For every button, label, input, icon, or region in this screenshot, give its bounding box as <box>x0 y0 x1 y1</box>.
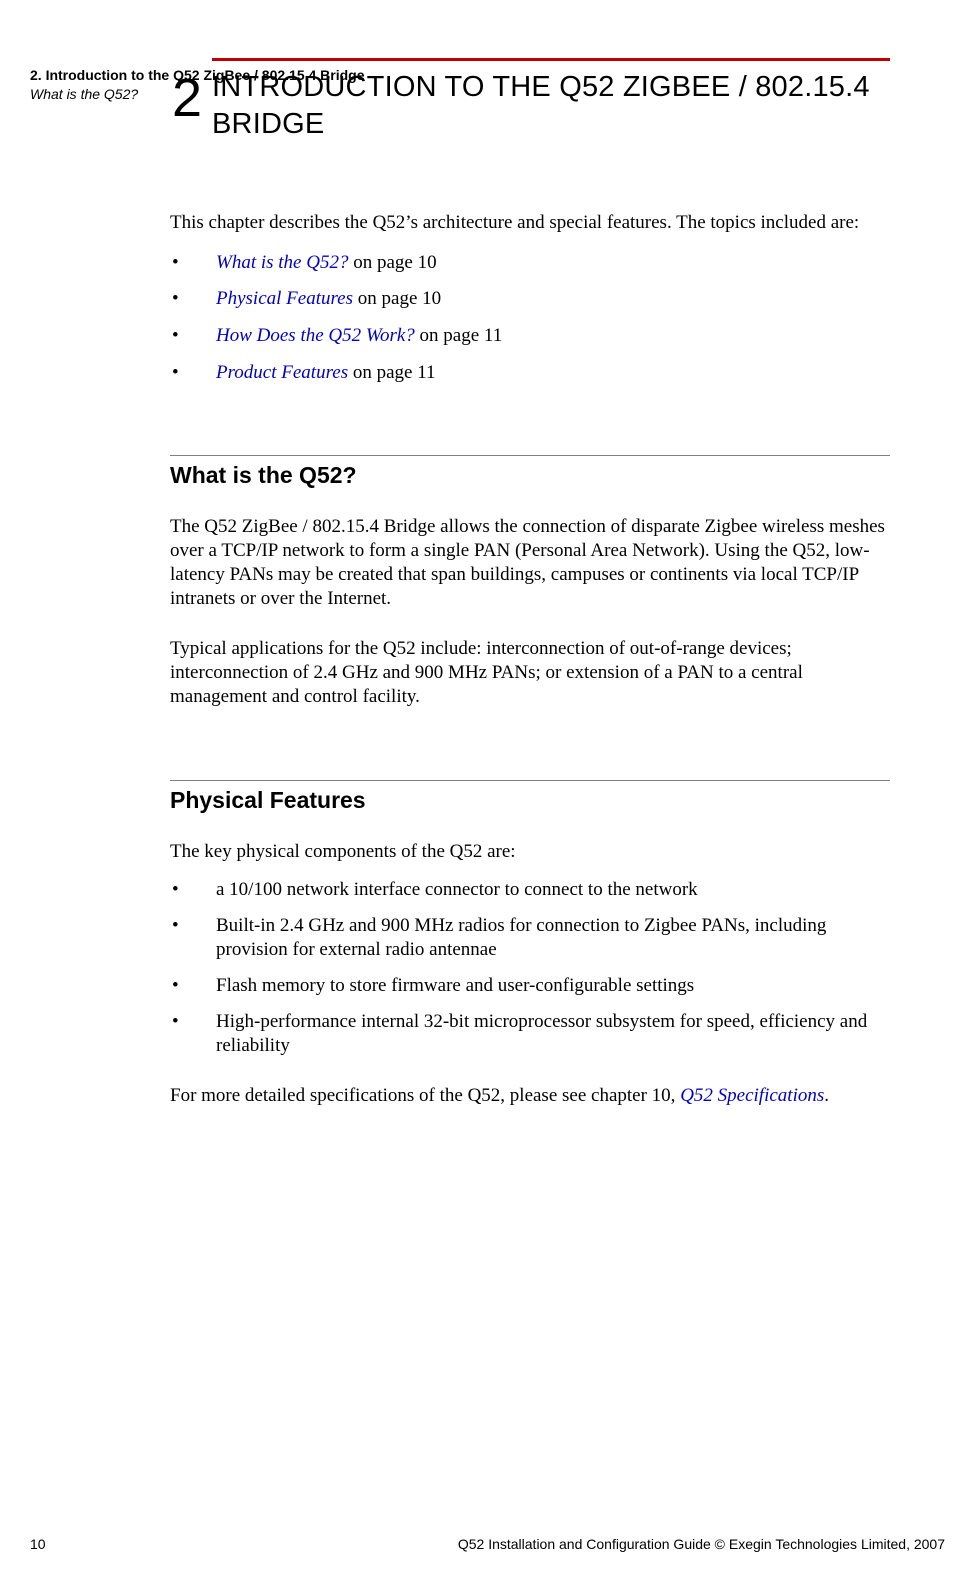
section-heading: What is the Q52? <box>170 462 890 489</box>
intro-paragraph: This chapter describes the Q52’s archite… <box>170 211 890 235</box>
list-item: •Flash memory to store firmware and user… <box>170 974 890 998</box>
page-footer: 10 Q52 Installation and Configuration Gu… <box>30 1536 945 1552</box>
header-section-title: What is the Q52? <box>30 85 365 104</box>
toc-suffix: on page 11 <box>415 325 502 346</box>
section-heading: Physical Features <box>170 787 890 814</box>
list-item-text: High-performance internal 32-bit micropr… <box>216 1011 867 1056</box>
page: 2. Introduction to the Q52 ZigBee / 802.… <box>0 58 975 1570</box>
toc-suffix: on page 10 <box>353 288 441 309</box>
toc-suffix: on page 11 <box>348 362 435 383</box>
toc-suffix: on page 10 <box>348 252 436 273</box>
list-item: •High-performance internal 32-bit microp… <box>170 1010 890 1058</box>
section-physical-features: Physical Features The key physical compo… <box>170 780 890 1109</box>
list-item-text: a 10/100 network interface connector to … <box>216 879 698 900</box>
closing-paragraph: For more detailed specifications of the … <box>170 1084 890 1108</box>
feature-list: •a 10/100 network interface connector to… <box>170 878 890 1059</box>
list-item: •a 10/100 network interface connector to… <box>170 878 890 902</box>
footer-text: Q52 Installation and Configuration Guide… <box>458 1536 945 1552</box>
bullet-icon: • <box>194 974 216 998</box>
section-what-is: What is the Q52? The Q52 ZigBee / 802.15… <box>170 455 890 710</box>
bullet-icon: • <box>194 288 216 311</box>
body-paragraph: The Q52 ZigBee / 802.15.4 Bridge allows … <box>170 515 890 612</box>
toc-link[interactable]: How Does the Q52 Work? <box>216 325 415 346</box>
bullet-icon: • <box>194 914 216 938</box>
closing-suffix: . <box>824 1085 829 1106</box>
bullet-icon: • <box>194 878 216 902</box>
specifications-link[interactable]: Q52 Specifications <box>680 1085 824 1106</box>
toc-link[interactable]: Product Features <box>216 362 348 383</box>
toc-item: •What is the Q52? on page 10 <box>170 252 890 275</box>
bullet-icon: • <box>194 252 216 275</box>
header-chapter-title: 2. Introduction to the Q52 ZigBee / 802.… <box>30 66 365 85</box>
section-rule <box>170 455 890 456</box>
running-header: 2. Introduction to the Q52 ZigBee / 802.… <box>30 66 365 104</box>
toc-item: •How Does the Q52 Work? on page 11 <box>170 325 890 348</box>
chapter-rule <box>212 58 890 61</box>
bullet-icon: • <box>194 362 216 385</box>
bullet-icon: • <box>194 1010 216 1034</box>
toc-link[interactable]: What is the Q52? <box>216 252 348 273</box>
toc-item: •Physical Features on page 10 <box>170 288 890 311</box>
closing-prefix: For more detailed specifications of the … <box>170 1085 680 1106</box>
toc-item: •Product Features on page 11 <box>170 362 890 385</box>
toc-link[interactable]: Physical Features <box>216 288 353 309</box>
toc-list: •What is the Q52? on page 10•Physical Fe… <box>170 252 890 385</box>
bullet-icon: • <box>194 325 216 348</box>
section-rule <box>170 780 890 781</box>
list-item-text: Built-in 2.4 GHz and 900 MHz radios for … <box>216 915 826 960</box>
body-paragraph: Typical applications for the Q52 include… <box>170 637 890 709</box>
list-item-text: Flash memory to store firmware and user-… <box>216 975 694 996</box>
body-paragraph: The key physical components of the Q52 a… <box>170 840 890 864</box>
list-item: •Built-in 2.4 GHz and 900 MHz radios for… <box>170 914 890 962</box>
page-number: 10 <box>30 1536 46 1552</box>
